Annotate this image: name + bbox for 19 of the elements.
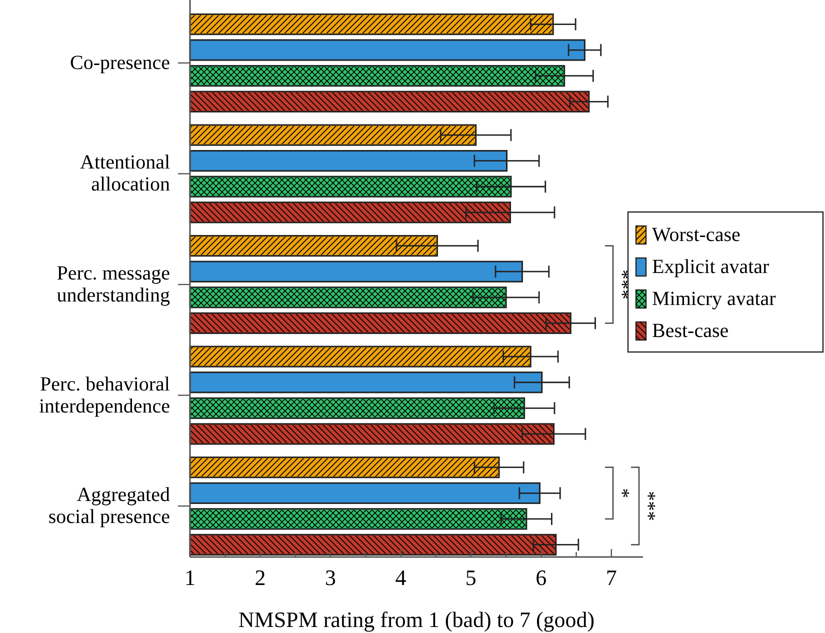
legend-label: Explicit avatar — [652, 256, 770, 278]
legend-label: Best-case — [652, 320, 729, 342]
x-tick-label: 3 — [324, 565, 336, 590]
x-tick-label: 2 — [254, 565, 266, 590]
y-tick-label: Attentional allocation — [80, 152, 170, 196]
y-tick-label: Perc. behavioral interdependence — [38, 373, 170, 418]
annotation: *** — [637, 491, 659, 522]
y-tick-label: Perc. message understanding — [56, 262, 170, 306]
annotation: * — [611, 488, 633, 498]
legend-label: Mimicry avatar — [652, 288, 776, 310]
legend-label: Worst-case — [652, 224, 740, 246]
x-axis-title: NMSPM rating from 1 (bad) to 7 (good) — [238, 607, 595, 632]
x-tick-label: 7 — [606, 565, 617, 590]
y-tick-label: Co-presence — [70, 52, 170, 74]
x-tick-label: 5 — [465, 565, 476, 590]
x-tick-label: 4 — [395, 565, 406, 590]
y-tick-label: Aggregated social presence — [48, 484, 170, 528]
x-tick-label: 6 — [536, 565, 547, 590]
x-tick-label: 1 — [184, 565, 196, 590]
